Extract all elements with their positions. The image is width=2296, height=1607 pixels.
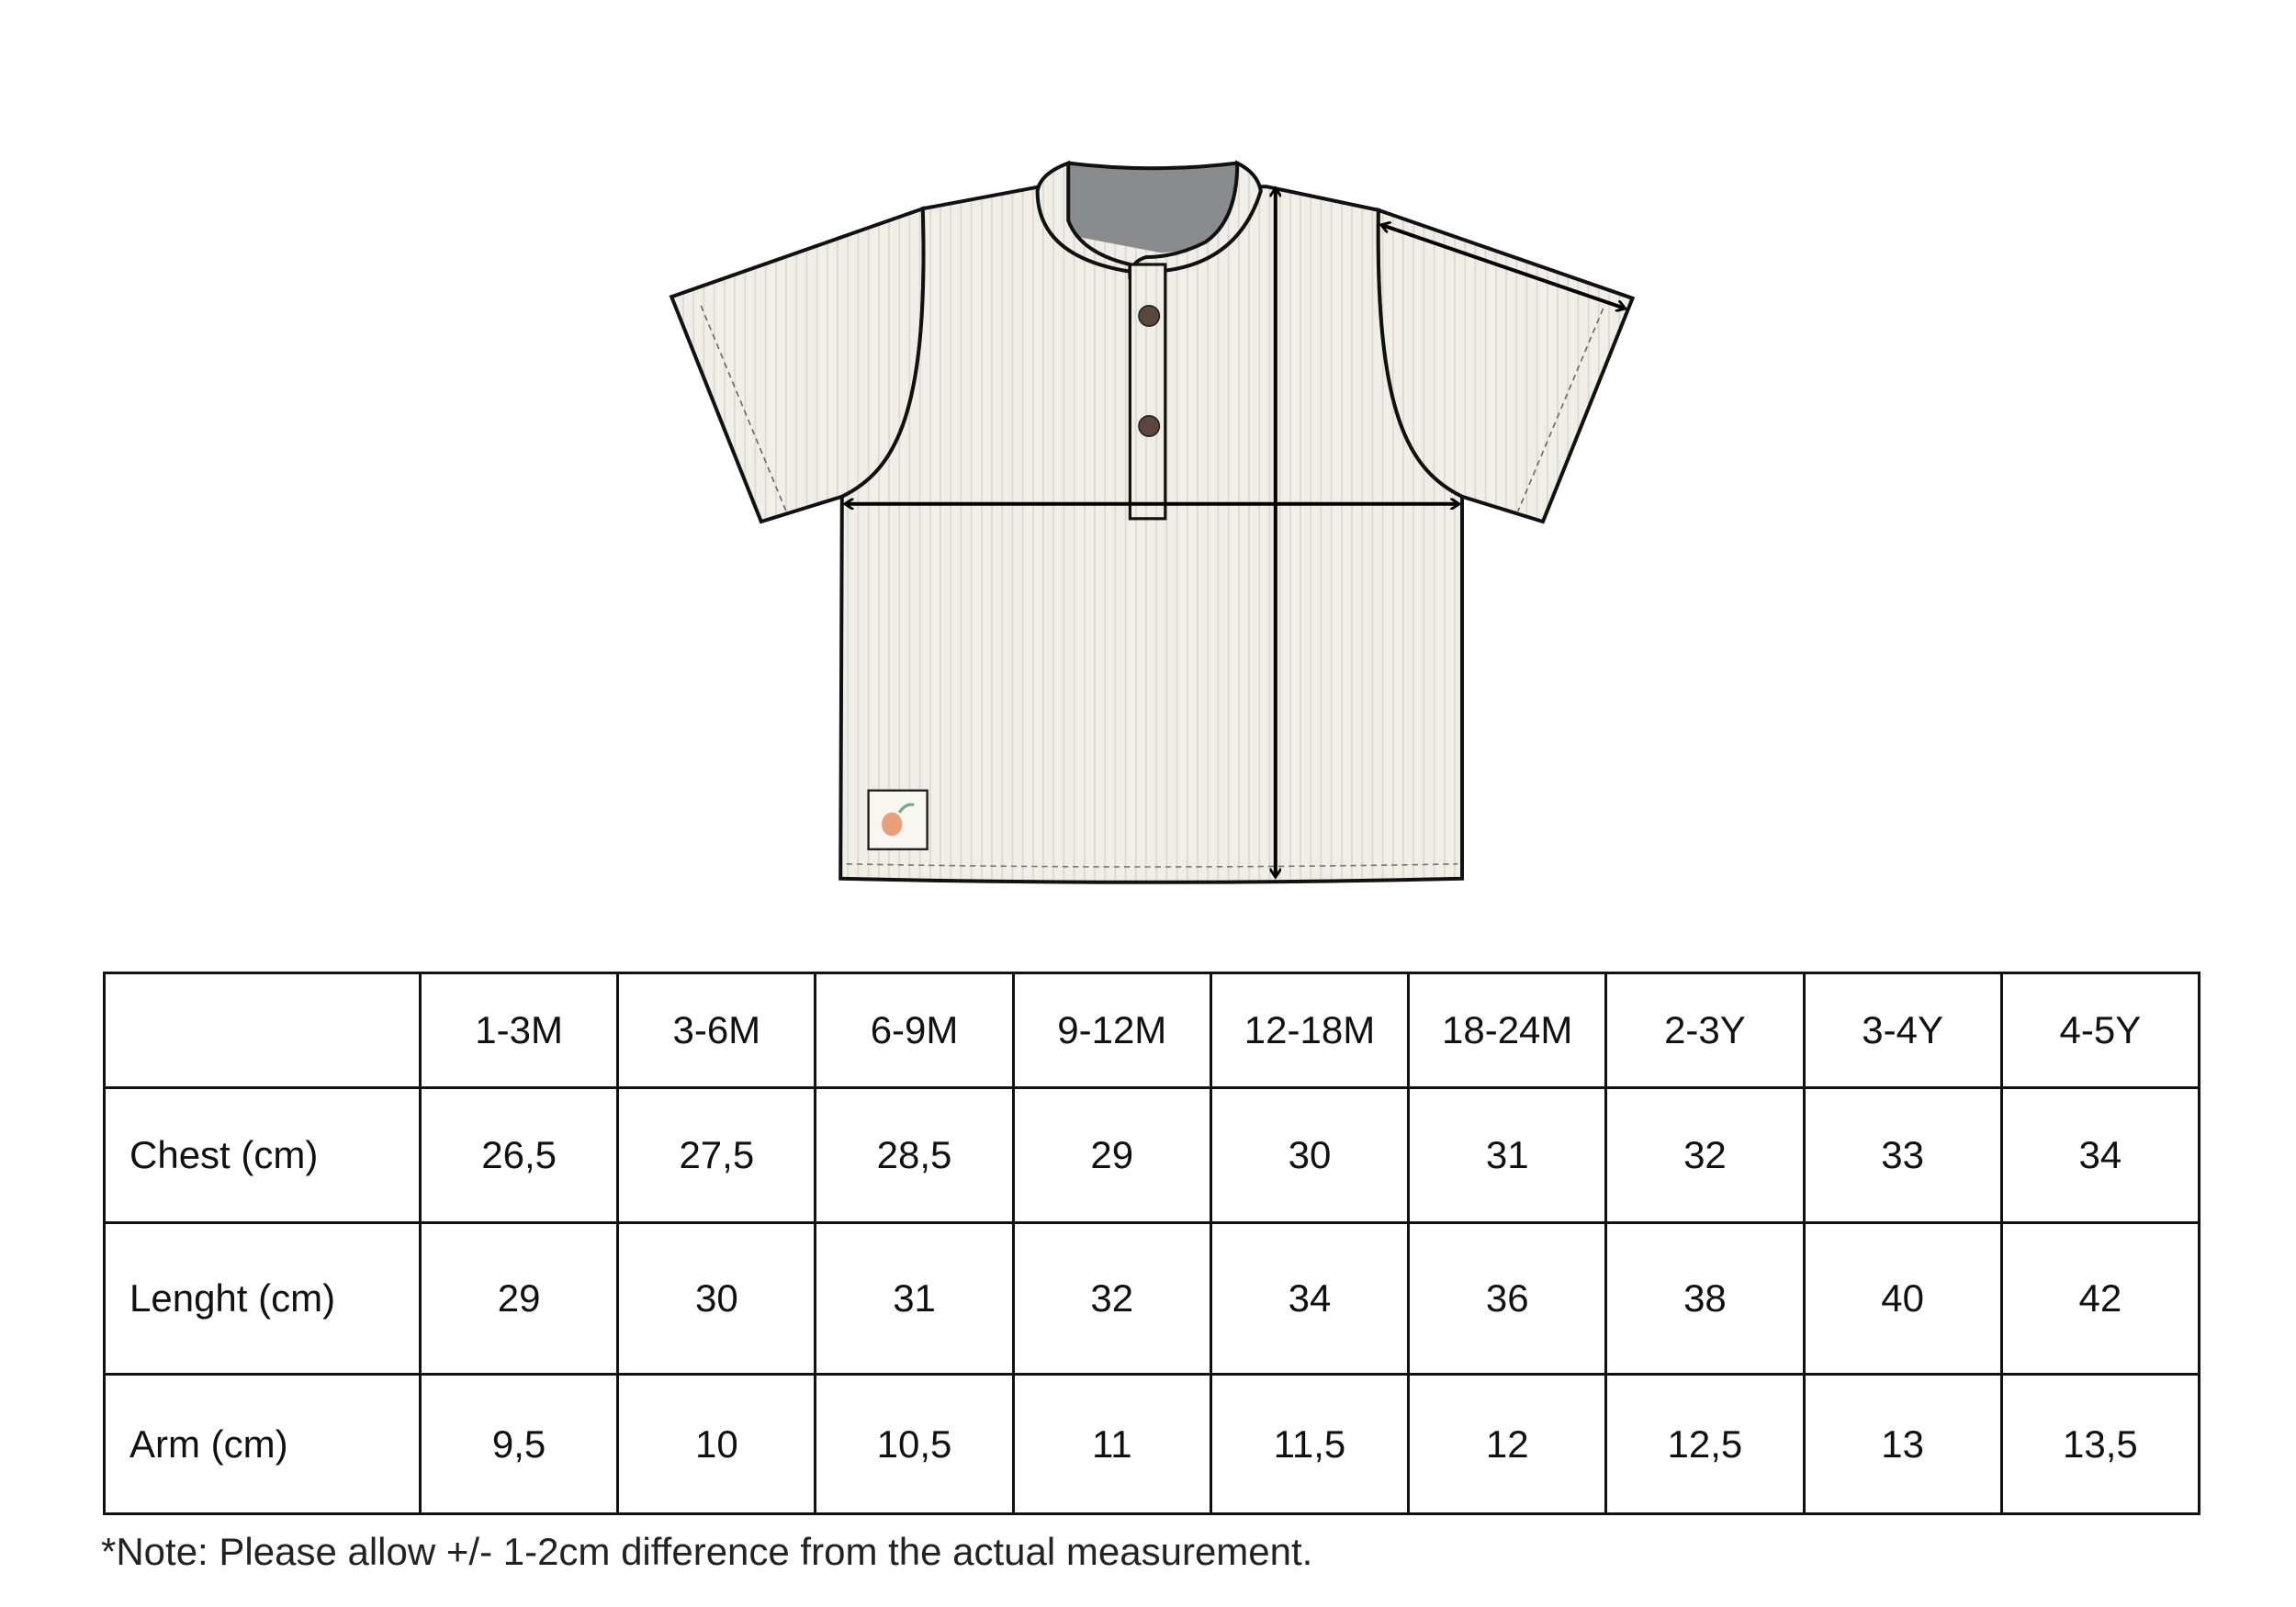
size-header: 4-5Y [1999, 972, 2201, 1089]
table-row-chest: Chest (cm) 26,5 27,5 28,5 29 30 31 32 33… [103, 1086, 2201, 1224]
row-label: Arm (cm) [103, 1373, 422, 1515]
placket [1128, 263, 1167, 521]
cell: 30 [616, 1221, 817, 1376]
cell: 30 [1209, 1086, 1411, 1224]
button-icon [1138, 415, 1161, 437]
size-header: 18-24M [1407, 972, 1608, 1089]
table-row-length: Lenght (cm) 29 30 31 32 34 36 38 40 42 [103, 1221, 2201, 1376]
collar-inner [1064, 163, 1238, 253]
cell: 40 [1802, 1221, 2003, 1376]
cell: 27,5 [616, 1086, 817, 1224]
cell: 32 [1011, 1221, 1212, 1376]
size-header: 2-3Y [1604, 972, 1806, 1089]
cell: 12,5 [1604, 1373, 1806, 1515]
cell: 12 [1407, 1373, 1608, 1515]
cell: 34 [1209, 1221, 1411, 1376]
shirt-illustration [669, 160, 1636, 884]
header-row: 1-3M 3-6M 6-9M 9-12M 12-18M 18-24M 2-3Y … [103, 972, 2201, 1089]
cell: 26,5 [418, 1086, 620, 1224]
size-header: 12-18M [1209, 972, 1411, 1089]
size-header: 1-3M [418, 972, 620, 1089]
cell: 31 [1407, 1086, 1608, 1224]
cell: 9,5 [418, 1373, 620, 1515]
cell: 38 [1604, 1221, 1806, 1376]
size-header: 6-9M [814, 972, 1015, 1089]
size-header: 3-4Y [1802, 972, 2003, 1089]
cell: 11 [1011, 1373, 1212, 1515]
corner-cell [103, 972, 422, 1089]
cell: 34 [1999, 1086, 2201, 1224]
cell: 28,5 [814, 1086, 1015, 1224]
cell: 29 [1011, 1086, 1212, 1224]
cell: 31 [814, 1221, 1015, 1376]
size-header: 9-12M [1011, 972, 1212, 1089]
cell: 32 [1604, 1086, 1806, 1224]
row-label: Lenght (cm) [103, 1221, 422, 1376]
measurement-note: *Note: Please allow +/- 1-2cm difference… [101, 1530, 1313, 1573]
arm-arrow [1381, 225, 1626, 309]
cell: 33 [1802, 1086, 2003, 1224]
cell: 42 [1999, 1221, 2201, 1376]
shirt-body [838, 185, 1464, 884]
cell: 13 [1802, 1373, 2003, 1515]
cell: 10,5 [814, 1373, 1015, 1515]
cell: 13,5 [1999, 1373, 2201, 1515]
cell: 29 [418, 1221, 620, 1376]
cell: 36 [1407, 1221, 1608, 1376]
row-label: Chest (cm) [103, 1086, 422, 1224]
button-icon [1138, 305, 1161, 327]
cell: 11,5 [1209, 1373, 1411, 1515]
size-chart-table: 1-3M 3-6M 6-9M 9-12M 12-18M 18-24M 2-3Y … [103, 972, 2201, 1515]
table-row-arm: Arm (cm) 9,5 10 10,5 11 11,5 12 12,5 13 … [103, 1373, 2201, 1515]
size-header: 3-6M [616, 972, 817, 1089]
cell: 10 [616, 1373, 817, 1515]
